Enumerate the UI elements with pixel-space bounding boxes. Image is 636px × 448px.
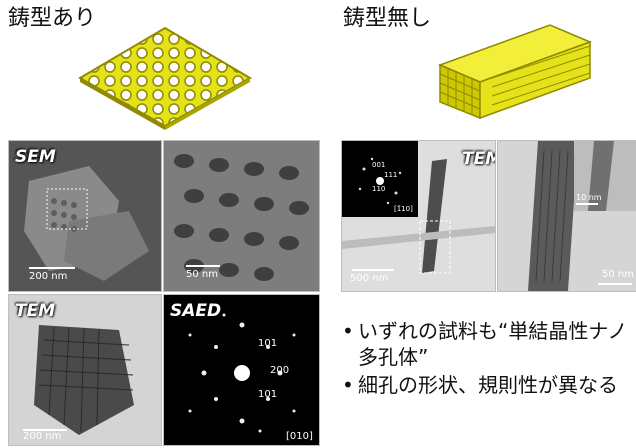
heading-with-template: 鋳型あり — [8, 6, 97, 31]
scale-bar — [23, 429, 67, 431]
saed-label: SAED — [170, 301, 222, 321]
sem-label: SEM — [15, 147, 56, 167]
tem-label-right: TEM — [462, 149, 495, 169]
tem-zoom-panel-right: 10 nm 50 nm — [497, 140, 636, 292]
inset-spot-label: 111 — [384, 171, 398, 179]
inset-spot-label: 001 — [372, 161, 386, 169]
saed-spot-label: 200 — [270, 365, 290, 376]
scale-bar — [352, 269, 394, 271]
tem-label-left: TEM — [15, 301, 56, 321]
bullet-text: 細孔の形状、規則性が異なる — [358, 373, 618, 397]
sem-image-panel: SEM 200 nm — [8, 140, 162, 292]
bullet-item: • いずれの試料も“単結晶性ナノ多孔体” — [342, 318, 632, 370]
rod-bundle-model — [437, 24, 593, 120]
sem-scale-text: 200 nm — [29, 271, 68, 282]
summary-bullets: • いずれの試料も“単結晶性ナノ多孔体” • 細孔の形状、規則性が異なる — [342, 318, 632, 400]
saed-spot-label: 101 — [258, 338, 278, 349]
saed-spot-label: 101 — [258, 389, 278, 400]
tem-left-scale-text: 200 nm — [23, 431, 62, 442]
tem-right-scale-text: 500 nm — [350, 273, 389, 284]
scale-bar — [186, 265, 220, 267]
bullet-dot: • — [342, 373, 354, 397]
saed-zone-axis: [010] — [286, 431, 313, 442]
porous-crystal-model — [77, 26, 253, 130]
scale-bar — [576, 203, 598, 205]
tem-image-panel-left: TEM 200 nm — [8, 294, 162, 446]
saed-pattern-panel: SAED 101 200 101 [010] — [163, 294, 320, 446]
bullet-dot: • — [342, 319, 354, 343]
sem-zoom-panel: 50 nm — [163, 140, 320, 292]
scale-bar — [598, 283, 632, 285]
scale-bar — [29, 267, 75, 269]
inset-zone-axis: [1̄10] — [394, 205, 413, 213]
heading-without-template: 鋳型無し — [343, 6, 432, 31]
zoom-scale-text: 50 nm — [602, 269, 634, 280]
bullet-item: • 細孔の形状、規則性が異なる — [342, 372, 632, 398]
zoom-inset-scale-text: 10 nm — [576, 193, 602, 202]
bullet-text: いずれの試料も“単結晶性ナノ多孔体” — [358, 319, 628, 369]
inset-spot-label: 110 — [372, 185, 386, 193]
sem-zoom-scale-text: 50 nm — [186, 269, 218, 280]
tem-image-panel-right: 001 111 110 [1̄10] TEM 500 nm — [341, 140, 496, 292]
